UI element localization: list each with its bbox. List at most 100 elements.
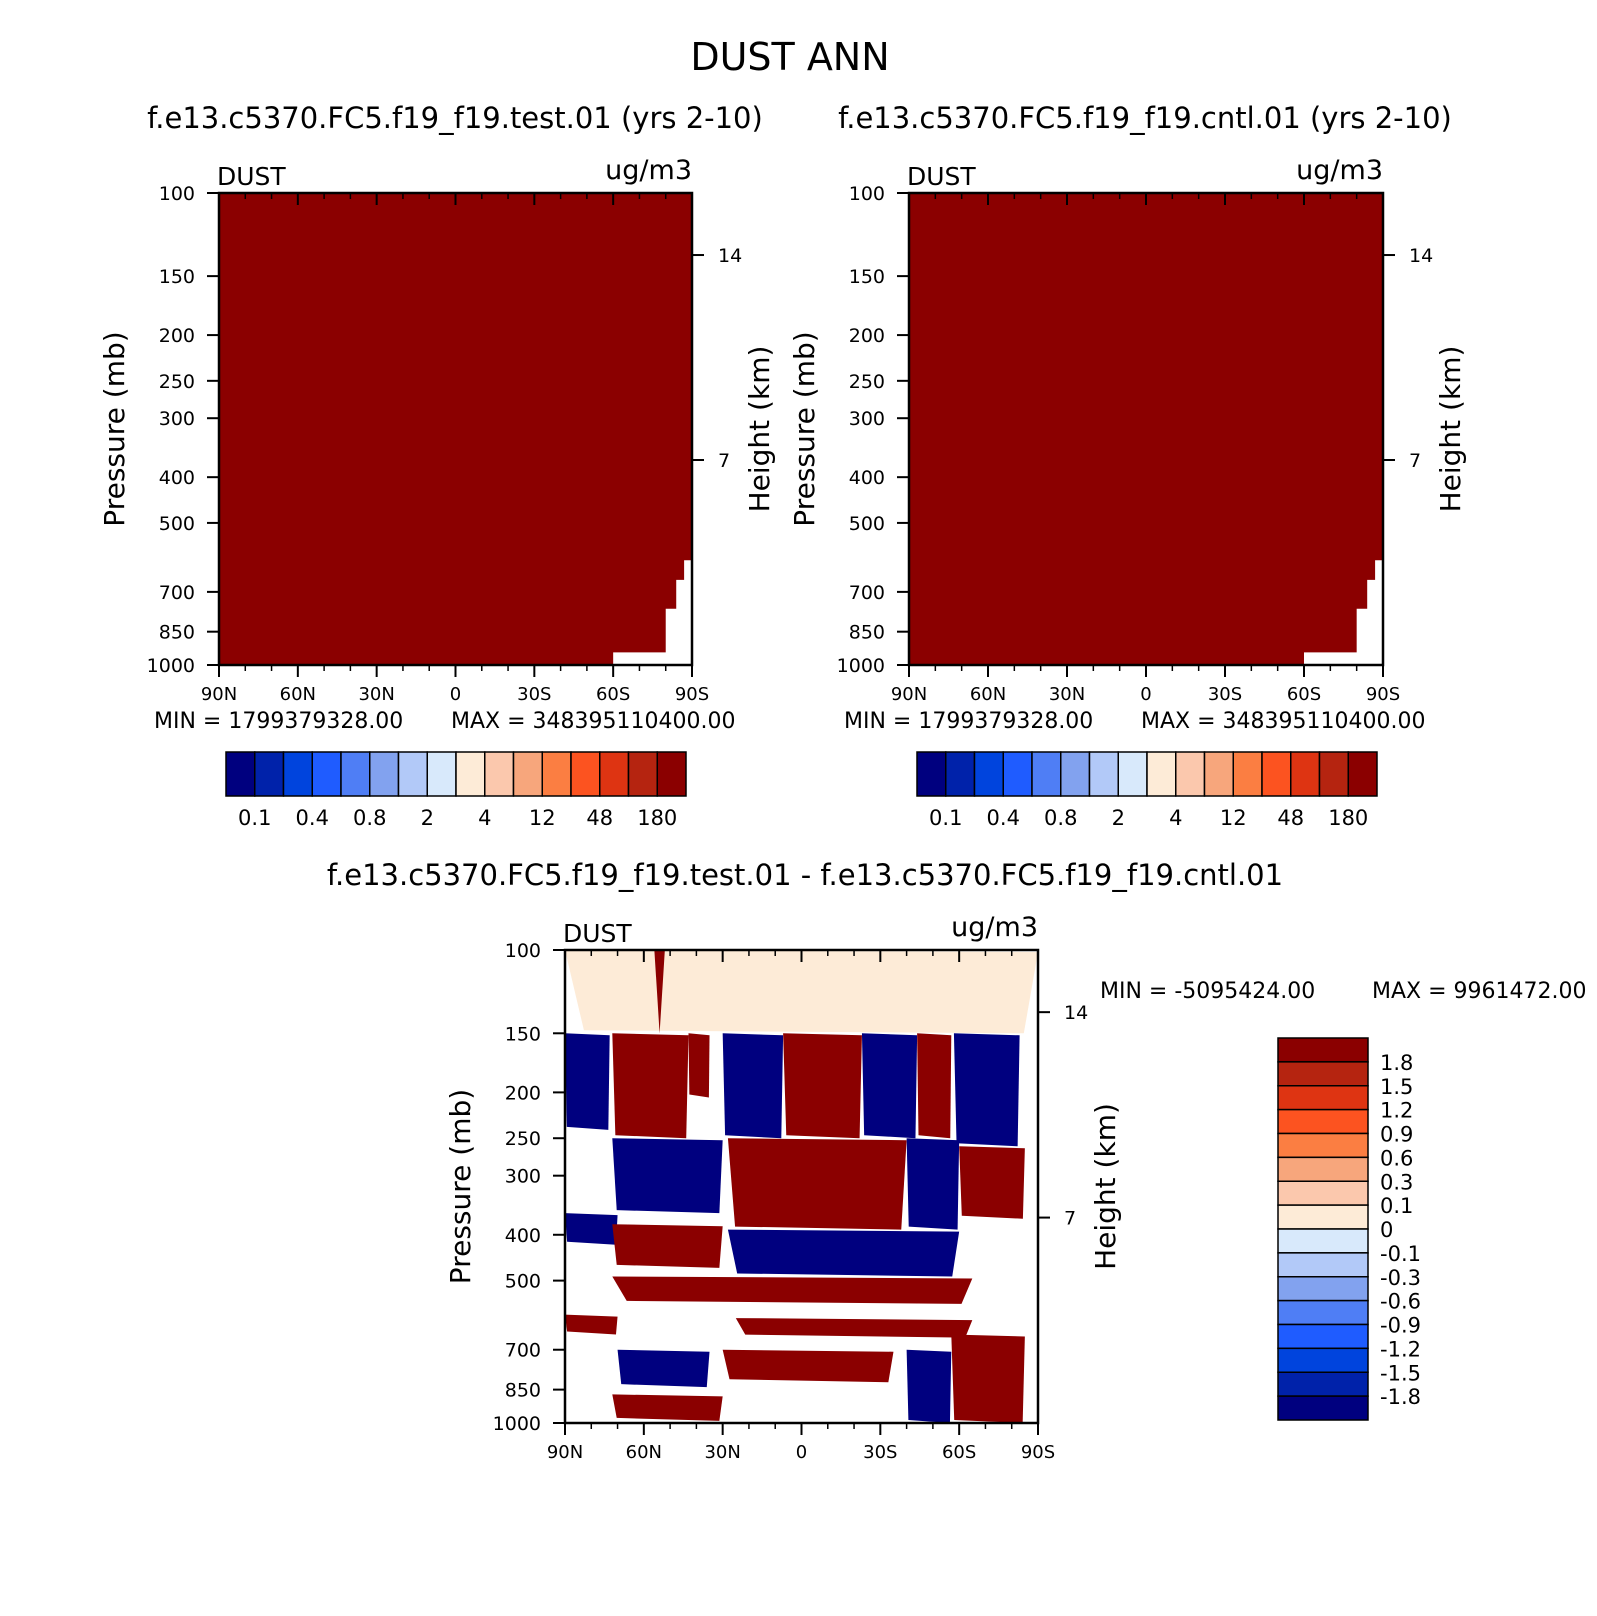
colorbar-box xyxy=(1031,751,1062,797)
colorbar-box xyxy=(311,751,342,797)
colorbar-label: -1.2 xyxy=(1380,1337,1421,1361)
contour-region xyxy=(906,1349,952,1423)
colorbar-box xyxy=(1146,751,1177,797)
contour-region xyxy=(612,1138,723,1214)
colorbar-label: 0.1 xyxy=(238,806,271,830)
y-tick-label: 200 xyxy=(159,325,195,347)
panel-test: f.e13.c5370.FC5.f19_f19.test.01 (yrs 2-1… xyxy=(98,101,776,830)
y-tick-label: 850 xyxy=(849,622,885,644)
y-tick-label: 400 xyxy=(505,1225,541,1247)
difference-title: f.e13.c5370.FC5.f19_f19.test.01 - f.e13.… xyxy=(327,858,1283,892)
cntl-y-axis-title: Pressure (mb) xyxy=(788,331,821,526)
y-tick-label: 1000 xyxy=(837,655,885,677)
colorbar-label: 48 xyxy=(1277,806,1304,830)
contour-region xyxy=(953,1033,1020,1147)
colorbar-label: -0.3 xyxy=(1380,1266,1421,1290)
colorbar-box xyxy=(599,751,630,797)
y-tick-label: 100 xyxy=(159,183,195,205)
contour-region xyxy=(565,1213,618,1245)
colorbar-box xyxy=(627,751,658,797)
contour-region xyxy=(722,1349,894,1383)
colorbar-box xyxy=(1277,1061,1369,1087)
colorbar-box xyxy=(282,751,313,797)
y-tick-label: 500 xyxy=(849,513,885,535)
colorbar-label: 0.3 xyxy=(1380,1170,1413,1194)
y-tick-label: 150 xyxy=(849,266,885,288)
colorbar-box xyxy=(916,751,947,797)
colorbar-label: 0.8 xyxy=(353,806,386,830)
y-tick-label: 250 xyxy=(505,1128,541,1150)
right-tick-label: 14 xyxy=(1409,245,1433,267)
colorbar-label: 0.1 xyxy=(929,806,962,830)
y-tick-label: 300 xyxy=(505,1166,541,1188)
x-tick-label: 60N xyxy=(280,684,316,705)
colorbar-label: 12 xyxy=(529,806,556,830)
contour-region xyxy=(722,1033,784,1139)
colorbar-box xyxy=(945,751,976,797)
cntl-max-label: MAX = 348395110400.00 xyxy=(1141,709,1425,734)
contour-region xyxy=(612,1033,689,1139)
y-tick-label: 700 xyxy=(159,582,195,604)
colorbar-label: 4 xyxy=(478,806,491,830)
colorbar-box xyxy=(369,751,400,797)
panel-cntl: f.e13.c5370.FC5.f19_f19.cntl.01 (yrs 2-1… xyxy=(788,101,1467,830)
colorbar-box xyxy=(1261,751,1292,797)
colorbar-label: -1.8 xyxy=(1380,1385,1421,1409)
right-tick-label: 14 xyxy=(1064,1002,1088,1024)
contour-region xyxy=(565,950,1038,1034)
y-tick-label: 700 xyxy=(505,1340,541,1362)
difference-max-label: MAX = 9961472.00 xyxy=(1372,979,1587,1004)
y-tick-label: 400 xyxy=(159,467,195,489)
contour-region xyxy=(565,1314,618,1335)
colorbar-box xyxy=(570,751,601,797)
test-title: f.e13.c5370.FC5.f19_f19.test.01 (yrs 2-1… xyxy=(147,101,763,135)
contour-region xyxy=(565,1033,610,1130)
difference-y-axis-title: Pressure (mb) xyxy=(444,1089,477,1284)
y-tick-label: 300 xyxy=(849,408,885,430)
colorbar-box xyxy=(1060,751,1091,797)
x-tick-label: 90S xyxy=(1021,1442,1055,1463)
colorbar-box xyxy=(1117,751,1148,797)
contour-region xyxy=(783,1033,862,1139)
y-tick-label: 100 xyxy=(505,940,541,962)
x-tick-label: 0 xyxy=(1140,684,1151,705)
colorbar-box xyxy=(1002,751,1033,797)
y-tick-label: 850 xyxy=(159,622,195,644)
x-tick-label: 90N xyxy=(891,684,927,705)
colorbar-label: -0.9 xyxy=(1380,1314,1421,1338)
colorbar-box xyxy=(254,751,285,797)
colorbar-label: -1.5 xyxy=(1380,1361,1421,1385)
colorbar-box xyxy=(1277,1371,1369,1397)
colorbar-label: 0.4 xyxy=(987,806,1020,830)
x-tick-label: 90S xyxy=(675,684,709,705)
contour-region xyxy=(959,1146,1025,1219)
x-tick-label: 0 xyxy=(796,1442,807,1463)
x-tick-label: 0 xyxy=(450,684,461,705)
colorbar-label: 48 xyxy=(586,806,613,830)
colorbar-label: 0.4 xyxy=(296,806,329,830)
colorbar-label: 1.5 xyxy=(1380,1075,1413,1099)
contour-region xyxy=(654,950,665,1034)
colorbar-box xyxy=(1203,751,1234,797)
x-tick-label: 30N xyxy=(358,684,394,705)
x-tick-label: 60S xyxy=(1287,684,1321,705)
colorbar-box xyxy=(1277,1132,1369,1159)
colorbar-box xyxy=(1277,1228,1369,1254)
colorbar-label: 180 xyxy=(637,806,677,830)
colorbar-box xyxy=(1277,1037,1369,1063)
right-tick-label: 7 xyxy=(718,450,730,472)
test-var-label: DUST xyxy=(217,162,286,191)
colorbar-label: 4 xyxy=(1169,806,1182,830)
colorbar-box xyxy=(1318,751,1349,797)
y-tick-label: 150 xyxy=(159,266,195,288)
x-tick-label: 90S xyxy=(1366,684,1400,705)
contour-region xyxy=(861,1033,918,1139)
colorbar-box xyxy=(1277,1085,1369,1111)
contour-region xyxy=(612,1224,723,1268)
difference-right-axis-title: Height (km) xyxy=(1089,1103,1122,1270)
right-tick-label: 7 xyxy=(1409,450,1421,472)
test-max-label: MAX = 348395110400.00 xyxy=(451,709,735,734)
x-tick-label: 60N xyxy=(970,684,1006,705)
colorbar-label: 12 xyxy=(1220,806,1247,830)
